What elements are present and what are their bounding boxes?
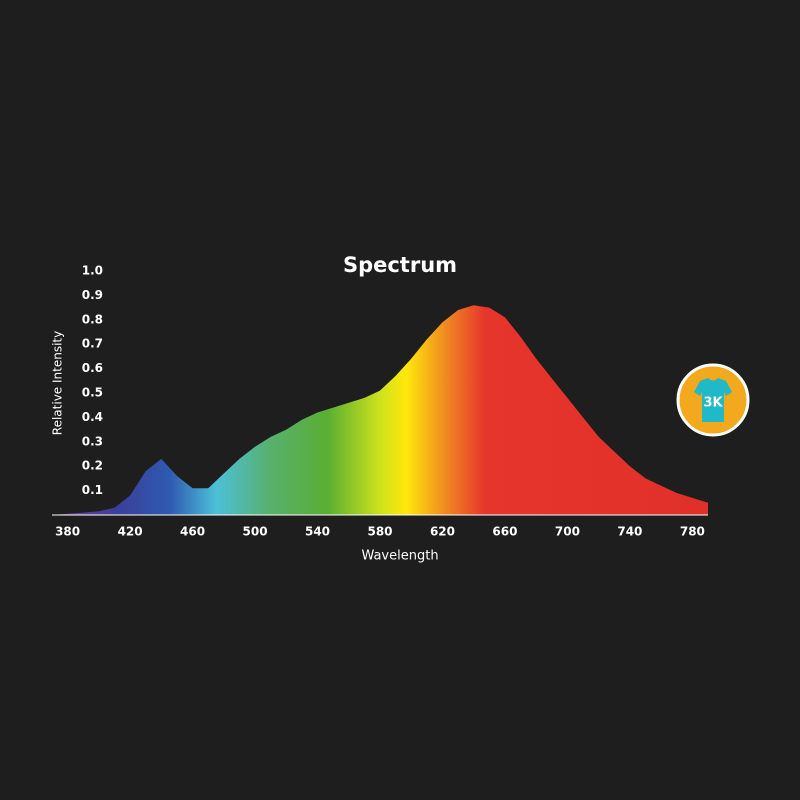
- x-tick-label: 780: [680, 525, 705, 539]
- x-tick-label: 460: [180, 525, 205, 539]
- y-tick-label: 0.2: [82, 459, 103, 473]
- y-tick-label: 0.7: [82, 337, 103, 351]
- x-tick-label: 580: [367, 525, 392, 539]
- x-tick-label: 500: [243, 525, 268, 539]
- y-tick-label: 0.9: [82, 288, 103, 302]
- y-tick-label: 0.5: [82, 386, 103, 400]
- x-tick-label: 620: [430, 525, 455, 539]
- tshirt-icon: [694, 378, 732, 422]
- y-tick-label: 0.3: [82, 434, 103, 448]
- chart-title: Spectrum: [343, 253, 457, 277]
- y-tick-label: 0.4: [82, 410, 103, 424]
- x-tick-label: 740: [617, 525, 642, 539]
- x-tick-label: 700: [555, 525, 580, 539]
- x-tick-label: 660: [492, 525, 517, 539]
- spectrum-area: [52, 305, 708, 515]
- y-axis-label: Relative Intensity: [51, 331, 65, 435]
- y-tick-label: 0.6: [82, 361, 103, 375]
- x-axis-label: Wavelength: [361, 549, 438, 564]
- y-tick-label: 1.0: [82, 264, 103, 278]
- badge-label: 3K: [703, 396, 723, 411]
- badge: 3K: [676, 363, 750, 437]
- x-tick-label: 380: [55, 525, 80, 539]
- y-tick-label: 0.8: [82, 312, 103, 326]
- x-tick-label: 420: [118, 525, 143, 539]
- y-tick-label: 0.1: [82, 483, 103, 497]
- x-tick-label: 540: [305, 525, 330, 539]
